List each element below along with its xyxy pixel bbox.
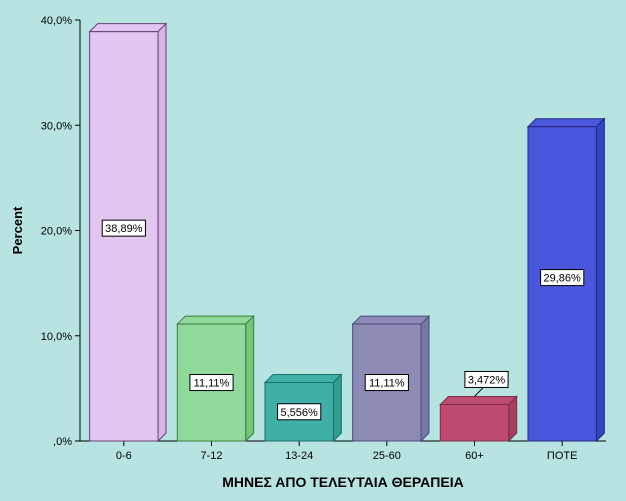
- bar-value-label: 5,556%: [281, 407, 319, 419]
- bar-chart: ,0% 10,0% 20,0% 30,0% 40,0% 0-6 7-12 13-24 25-60…: [0, 0, 626, 501]
- bar-value-label: 29,86%: [544, 273, 582, 285]
- bar-side: [596, 119, 604, 441]
- bar-side: [421, 316, 429, 441]
- x-tick-label: ΠΟΤΕ: [547, 450, 578, 462]
- bar-top: [440, 396, 516, 404]
- x-tick-label: 13-24: [285, 450, 313, 462]
- bar-top: [528, 119, 604, 127]
- bar-value-label: 11,11%: [369, 378, 405, 390]
- y-tick-label: 30,0%: [41, 120, 72, 132]
- x-tick-label: 7-12: [200, 450, 222, 462]
- bar-side: [333, 375, 341, 441]
- bar-side: [246, 316, 254, 441]
- bar: 29,86%: [528, 119, 604, 441]
- bar-top: [90, 24, 166, 32]
- bar-top: [177, 316, 253, 324]
- y-tick-label: ,0%: [53, 436, 72, 448]
- x-tick-label: 0-6: [116, 450, 132, 462]
- bar: 11,11%: [353, 316, 429, 441]
- y-tick-label: 10,0%: [41, 331, 72, 343]
- bar: 11,11%: [177, 316, 253, 441]
- bar-value-label: 3,472%: [468, 374, 506, 386]
- x-tick-label: 25-60: [373, 450, 401, 462]
- bar-front: [440, 404, 508, 441]
- bar-top: [353, 316, 429, 324]
- x-tick-label: 60+: [465, 450, 484, 462]
- bar-value-label: 38,89%: [105, 223, 143, 235]
- bar-top: [265, 375, 341, 383]
- x-axis-label: ΜΗΝΕΣ ΑΠΟ ΤΕΛΕΥΤΑΙΑ ΘΕΡΑΠΕΙΑ: [222, 474, 464, 490]
- bar: 38,89%: [90, 24, 166, 441]
- y-tick-label: 20,0%: [41, 226, 72, 238]
- bar-side: [158, 24, 166, 441]
- y-axis-label: Percent: [10, 206, 25, 254]
- bar-value-label: 11,11%: [194, 378, 230, 390]
- y-tick-label: 40,0%: [41, 15, 72, 27]
- bar-side: [509, 396, 517, 441]
- bar: 5,556%: [265, 375, 341, 441]
